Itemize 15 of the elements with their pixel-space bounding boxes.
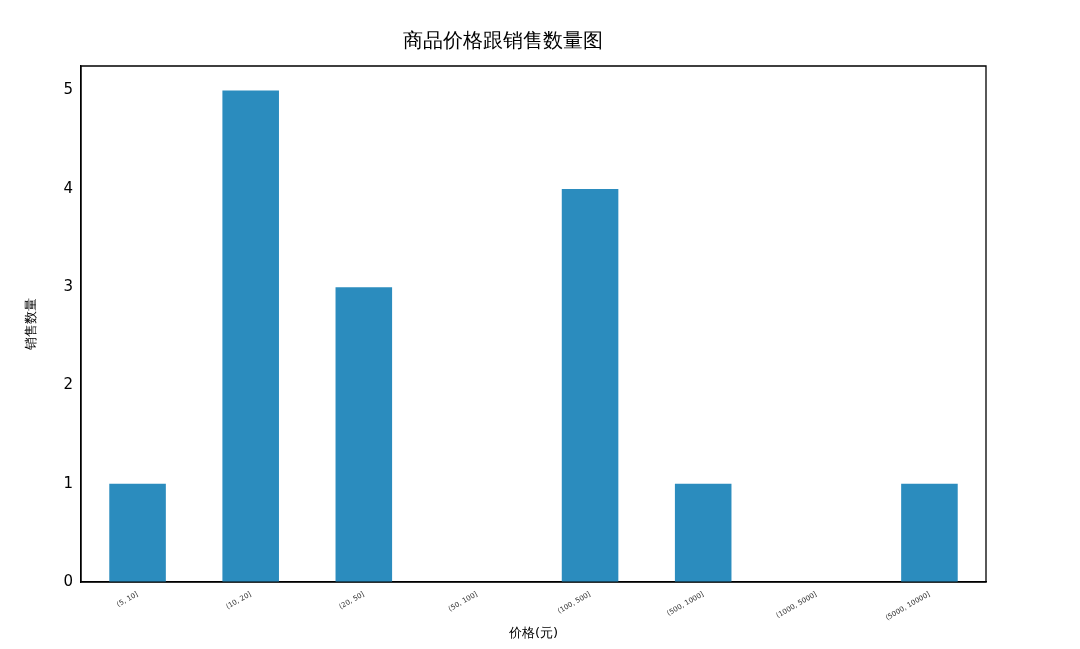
y-tick-label: 4 xyxy=(63,178,73,197)
y-tick-label: 0 xyxy=(63,572,73,591)
bar xyxy=(335,287,393,583)
bar xyxy=(674,483,732,583)
y-tick-label: 3 xyxy=(63,277,73,296)
y-tick-label: 2 xyxy=(63,375,73,394)
bar xyxy=(109,483,166,583)
bar xyxy=(901,483,958,583)
x-axis-title: 价格(元) xyxy=(507,624,559,640)
y-tick-label: 1 xyxy=(63,473,73,492)
chart-title: 商品价格跟销售数量图 xyxy=(403,28,603,53)
bar xyxy=(222,90,279,583)
y-axis-title: 销售数量 xyxy=(23,298,39,352)
y-tick-label: 5 xyxy=(63,80,73,99)
bar xyxy=(561,188,619,583)
